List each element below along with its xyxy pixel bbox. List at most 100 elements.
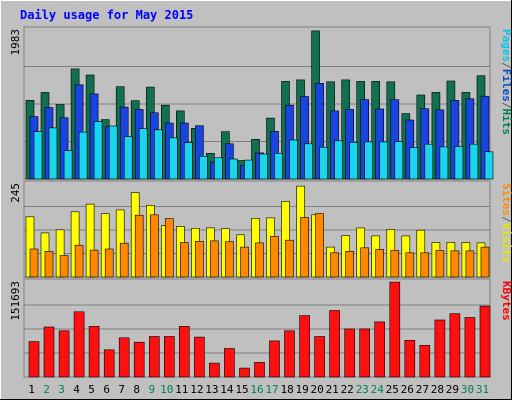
hits-bar-pages-22 [349, 142, 359, 180]
hits-bar-pages-13 [214, 157, 223, 180]
day-label-14: 14 [220, 383, 234, 396]
kbytes-bar-kbytes-21 [329, 310, 340, 378]
kbytes-bar-kbytes-28 [434, 319, 446, 378]
kbytes-bar-kbytes-17 [269, 340, 280, 378]
kbytes-bars [28, 281, 491, 378]
chart-title: Daily usage for May 2015 [20, 8, 193, 22]
hits-bar-pages-19 [304, 143, 313, 180]
hits-bar-pages-23 [364, 141, 374, 180]
visits-bar-sites-24 [375, 249, 385, 278]
hits-bar-pages-18 [289, 139, 298, 180]
visits-bar-sites-15 [240, 246, 249, 278]
visits-bar-sites-9 [150, 214, 159, 278]
hits-bar-pages-27 [424, 143, 434, 180]
day-label-30: 30 [461, 383, 474, 396]
visits-bar-sites-28 [435, 250, 445, 278]
visits-bar-sites-26 [405, 252, 415, 278]
hits-bar-pages-11 [184, 142, 193, 180]
visits-bar-sites-5 [89, 249, 99, 278]
day-label-25: 25 [386, 383, 399, 396]
day-label-8: 8 [133, 383, 140, 396]
visits-bars [25, 185, 490, 278]
hits-bar-pages-7 [123, 136, 133, 180]
visits-bar-sites-16 [255, 242, 264, 278]
visits-legend-item-0: Sites [500, 183, 512, 216]
kbytes-bar-kbytes-1 [28, 341, 40, 378]
day-label-15: 15 [235, 383, 248, 396]
day-label-20: 20 [310, 383, 323, 396]
kbytes-legend-item-0: KBytes [500, 281, 512, 321]
hits-legend-item-3: / [500, 102, 512, 109]
day-label-1: 1 [28, 383, 35, 396]
kbytes-bar-kbytes-4 [73, 311, 85, 378]
hits-bar-pages-24 [379, 141, 389, 180]
kbytes-bar-kbytes-8 [133, 341, 145, 378]
kbytes-ymax-label: 151693 [9, 281, 22, 321]
hits-legend-item-4: Hits [500, 109, 512, 136]
visits-bar-sites-3 [59, 255, 69, 278]
kbytes-bar-kbytes-10 [164, 336, 175, 378]
visits-bar-sites-30 [465, 250, 475, 278]
visits-legend: Sites/Visits [500, 183, 512, 263]
hits-bar-pages-28 [439, 146, 449, 180]
visits-bar-sites-14 [225, 241, 234, 278]
day-label-28: 28 [431, 383, 444, 396]
hits-bar-pages-10 [169, 137, 178, 180]
hits-bar-pages-14 [229, 158, 238, 180]
visits-bar-sites-8 [134, 214, 144, 278]
kbytes-legend: KBytes [500, 281, 512, 321]
hits-bar-pages-4 [78, 131, 88, 180]
visits-bar-sites-31 [480, 246, 490, 278]
day-label-31: 31 [476, 383, 489, 396]
visits-bar-sites-20 [315, 213, 324, 278]
kbytes-bar-kbytes-29 [449, 313, 461, 378]
kbytes-bar-kbytes-30 [464, 317, 476, 378]
hits-bar-pages-31 [484, 151, 494, 180]
visits-bar-sites-7 [119, 242, 129, 278]
kbytes-bar-kbytes-18 [284, 330, 295, 378]
hits-bar-pages-12 [199, 156, 208, 180]
visits-bar-sites-19 [300, 217, 309, 278]
kbytes-bar-kbytes-15 [239, 367, 250, 378]
kbytes-bar-kbytes-3 [58, 330, 70, 378]
day-axis-labels: 1 2 3 4 5 6 7 8 9 10 11 12 13 14 15 16 17 18 19 20 21 22 23 24 2… [28, 383, 489, 396]
hits-panel: 1983 Pages/Files/Hits [9, 26, 512, 180]
visits-bar-sites-25 [390, 250, 400, 278]
visits-bar-sites-27 [420, 252, 430, 278]
kbytes-bar-kbytes-19 [299, 315, 310, 378]
kbytes-bar-kbytes-20 [314, 336, 325, 378]
hits-legend-item-1: / [500, 62, 512, 69]
visits-bar-sites-21 [330, 252, 339, 278]
day-label-7: 7 [118, 383, 125, 396]
hits-bar-pages-9 [154, 129, 163, 180]
hits-bar-pages-8 [138, 128, 148, 180]
day-label-21: 21 [326, 383, 339, 396]
day-label-10: 10 [160, 383, 173, 396]
kbytes-bar-kbytes-13 [209, 362, 220, 378]
kbytes-bar-kbytes-23 [359, 328, 371, 378]
day-label-2: 2 [43, 383, 50, 396]
kbytes-bar-kbytes-14 [224, 348, 235, 378]
hits-bar-pages-3 [63, 150, 73, 180]
visits-bar-sites-4 [74, 244, 84, 278]
visits-bar-sites-1 [29, 248, 39, 278]
day-label-24: 24 [371, 383, 385, 396]
day-label-6: 6 [103, 383, 110, 396]
visits-legend-item-2: Visits [500, 223, 512, 263]
day-label-23: 23 [356, 383, 369, 396]
day-label-29: 29 [446, 383, 459, 396]
hits-bar-pages-6 [108, 125, 118, 180]
hits-bar-pages-30 [469, 143, 479, 180]
kbytes-bar-kbytes-5 [88, 326, 100, 378]
kbytes-panel: 151693 KBytes [9, 278, 512, 378]
day-label-4: 4 [73, 383, 80, 396]
kbytes-bar-kbytes-6 [103, 349, 115, 378]
kbytes-bar-kbytes-12 [194, 336, 205, 378]
day-label-26: 26 [401, 383, 414, 396]
hits-bar-pages-16 [259, 153, 268, 180]
visits-bar-sites-10 [165, 218, 174, 278]
hits-bar-pages-21 [334, 140, 343, 180]
visits-bar-sites-29 [450, 250, 460, 278]
